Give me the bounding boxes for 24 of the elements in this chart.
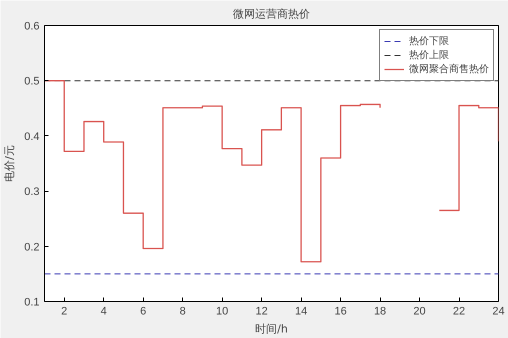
y-tick-label: 0.2	[24, 241, 40, 254]
y-tick-label: 0.6	[24, 20, 40, 32]
legend-label: 热价下限	[409, 35, 449, 48]
x-tick-label: 12	[256, 306, 268, 318]
y-tick-label: 0.5	[24, 76, 40, 88]
x-tick-label: 24	[492, 306, 505, 318]
x-tick-label: 10	[216, 306, 228, 318]
x-tick-label: 6	[140, 306, 146, 318]
y-tick-label: 0.4	[24, 130, 40, 143]
x-tick-label: 14	[294, 306, 308, 318]
legend-label: 微网聚合商售热价	[409, 62, 489, 76]
legend-label: 热价上限	[409, 48, 449, 62]
x-tick-label: 2	[61, 306, 68, 318]
y-tick-label: 0.3	[24, 186, 40, 198]
x-axis-title: 时间/h	[255, 322, 288, 336]
y-tick-label: 0.1	[24, 296, 40, 308]
x-tick-label: 18	[374, 306, 386, 318]
chart-title: 微网运营商热价	[233, 8, 310, 20]
x-tick-label: 20	[413, 306, 426, 318]
x-tick-label: 8	[180, 306, 186, 318]
x-tick-label: 4	[100, 306, 107, 318]
x-tick-label: 16	[334, 306, 347, 318]
x-tick-label: 22	[452, 306, 466, 318]
y-axis-title: 电价/元	[3, 145, 16, 182]
